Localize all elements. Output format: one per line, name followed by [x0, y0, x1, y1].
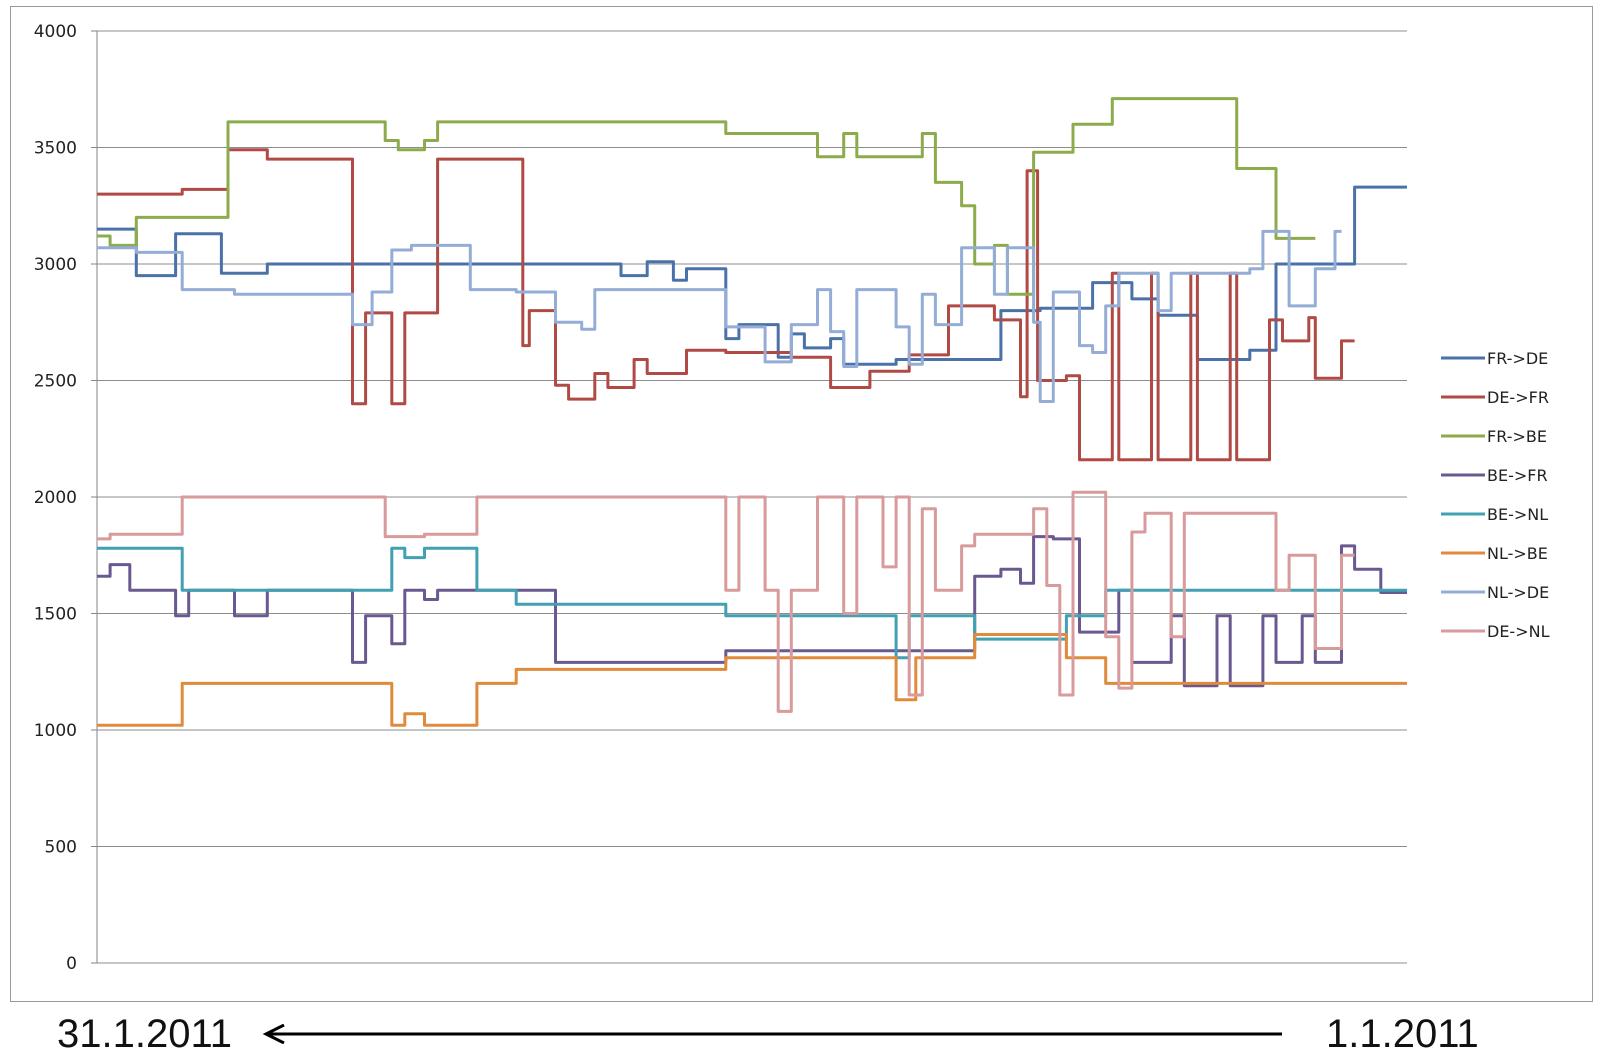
y-tick-label: 0: [66, 954, 77, 974]
y-tick-label: 4000: [34, 22, 77, 42]
series-line-fr-to-be: [97, 97, 1316, 296]
legend-label: BE->NL: [1487, 505, 1548, 524]
y-tick-label: 500: [45, 838, 77, 858]
timeline-row: 31.1.2011 1.1.2011: [0, 1010, 1597, 1058]
series-line-nl-to-be: [97, 633, 1407, 727]
series-line-nl-to-de: [97, 229, 1342, 403]
y-tick-label: 2000: [34, 488, 77, 508]
legend-label: DE->FR: [1487, 388, 1549, 407]
y-axis-ticks: 0 500 1000 1500 2000 2500 3000 3500 4000: [34, 22, 97, 974]
legend-label: NL->DE: [1487, 583, 1549, 602]
line-chart: 0 500 1000 1500 2000 2500 3000 3500 4000 FR->DE D…: [34, 22, 1550, 974]
series-lines: [97, 97, 1407, 727]
y-tick-label: 3000: [34, 255, 77, 275]
legend-label: FR->BE: [1487, 427, 1547, 446]
legend-label: FR->DE: [1487, 349, 1548, 368]
timeline-end-label: 1.1.2011: [1326, 1012, 1479, 1056]
series-line-be-to-fr: [97, 535, 1407, 688]
y-tick-label: 1000: [34, 721, 77, 741]
timeline-start-label: 31.1.2011: [57, 1012, 232, 1056]
legend-label: BE->FR: [1487, 466, 1548, 485]
legend: FR->DE DE->FR FR->BE BE->FR BE->NL NL->BE NL->…: [1441, 349, 1550, 641]
chart-frame: 0 500 1000 1500 2000 2500 3000 3500 4000 FR->DE D…: [10, 6, 1593, 1002]
y-tick-label: 2500: [34, 372, 77, 392]
series-line-de-to-fr: [97, 148, 1355, 462]
legend-label: NL->BE: [1487, 544, 1548, 563]
series-line-be-to-nl: [97, 546, 1407, 660]
legend-label: DE->NL: [1487, 622, 1550, 641]
y-tick-label: 3500: [34, 139, 77, 159]
timeline-arrow-icon: [262, 1024, 1282, 1044]
series-line-de-to-nl: [97, 490, 1355, 713]
series-line-fr-to-de: [97, 185, 1407, 366]
y-tick-label: 1500: [34, 605, 77, 625]
